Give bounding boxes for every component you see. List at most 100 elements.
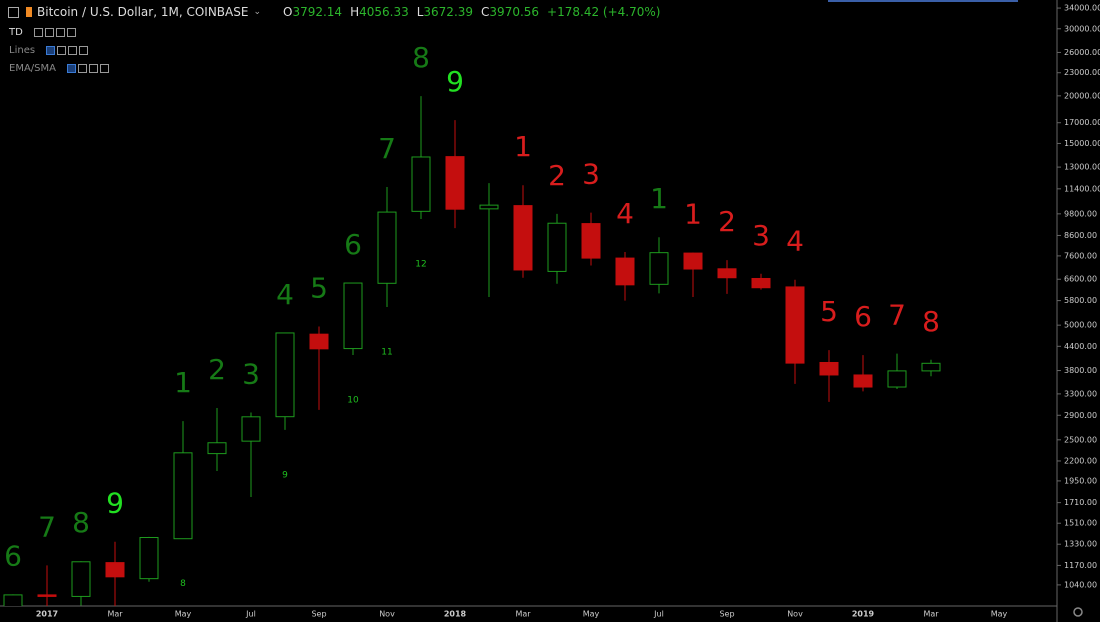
candle-body bbox=[343, 282, 363, 350]
indicator-row: TD bbox=[9, 27, 76, 38]
indicator-name: Lines bbox=[9, 45, 36, 56]
indicator-button[interactable] bbox=[46, 46, 56, 55]
chevron[interactable]: ⌄ bbox=[253, 7, 261, 17]
td-setup-label: 2 bbox=[208, 353, 226, 386]
change: +178.42 (+4.70%) bbox=[547, 5, 661, 19]
indicator-row: Lines bbox=[9, 45, 89, 56]
indicator-button[interactable] bbox=[33, 28, 43, 37]
settings-gear[interactable] bbox=[1073, 607, 1083, 617]
candle-body bbox=[615, 257, 635, 286]
candle-body bbox=[581, 223, 601, 259]
candle-body bbox=[207, 442, 227, 455]
x-tick-label: Mar bbox=[107, 610, 123, 619]
indicator-button[interactable] bbox=[68, 46, 78, 55]
symbol-title[interactable]: Bitcoin / U.S. Dollar, 1M, COINBASE bbox=[37, 5, 249, 19]
y-tick-label: 3300.00 bbox=[1064, 389, 1097, 398]
indicator-button[interactable] bbox=[55, 28, 65, 37]
td-countdown-label: 10 bbox=[347, 395, 359, 405]
td-setup-label: 5 bbox=[310, 271, 328, 304]
td-countdown-label: 11 bbox=[381, 348, 392, 358]
td-countdown-label: 12 bbox=[415, 259, 426, 269]
td-setup-label: 2 bbox=[548, 159, 566, 192]
y-tick-label: 1710.00 bbox=[1064, 498, 1097, 507]
candle-body bbox=[751, 277, 771, 289]
candle-body bbox=[241, 416, 261, 442]
candle-body bbox=[139, 537, 159, 580]
y-tick-label: 11400.00 bbox=[1064, 184, 1100, 193]
indicator-button[interactable] bbox=[44, 28, 54, 37]
candle-body bbox=[649, 252, 669, 285]
td-setup-label: 6 bbox=[4, 539, 22, 572]
ohlc-letter: C bbox=[481, 5, 490, 19]
y-tick-label: 1040.00 bbox=[1064, 580, 1097, 589]
indicator-button[interactable] bbox=[77, 64, 87, 73]
y-tick-label: 1170.00 bbox=[1064, 561, 1097, 570]
y-tick-label: 5000.00 bbox=[1064, 321, 1097, 330]
candle-body bbox=[717, 268, 737, 279]
ohlc-letter: L bbox=[416, 5, 424, 19]
td-setup-label: 9 bbox=[106, 487, 124, 520]
candle-body bbox=[887, 370, 907, 388]
td-setup-label: 2 bbox=[718, 205, 736, 238]
td-setup-label: 1 bbox=[684, 197, 702, 230]
y-tick-label: 1510.00 bbox=[1064, 519, 1097, 528]
x-tick-label: 2018 bbox=[444, 610, 467, 619]
candle-body bbox=[71, 561, 91, 597]
candle-body bbox=[3, 594, 23, 606]
td-setup-label: 8 bbox=[72, 506, 90, 539]
exchange-icon bbox=[26, 7, 32, 17]
x-tick-label: Nov bbox=[787, 610, 803, 619]
td-setup-label: 7 bbox=[888, 299, 906, 332]
indicator-name: EMA/SMA bbox=[9, 63, 56, 74]
ohlc-letter: H bbox=[350, 5, 360, 19]
y-tick-label: 23000.00 bbox=[1064, 68, 1100, 77]
y-tick-label: 1330.00 bbox=[1064, 540, 1097, 549]
candle-body bbox=[853, 374, 873, 388]
td-setup-label: 8 bbox=[922, 305, 940, 338]
candle-body bbox=[275, 332, 295, 418]
ohlc: O 3792.14 H 4056.33 L 3672.39 C 3970.56 bbox=[283, 5, 547, 19]
td-setup-label: 8 bbox=[412, 41, 430, 74]
td-setup-label: 6 bbox=[344, 228, 362, 261]
indicator-button[interactable] bbox=[66, 64, 76, 73]
indicator-row: EMA/SMA bbox=[9, 63, 109, 74]
x-tick-label: Nov bbox=[379, 610, 395, 619]
indicator-button[interactable] bbox=[57, 46, 67, 55]
td-setup-label: 6 bbox=[854, 300, 872, 333]
td-setup-label: 3 bbox=[752, 219, 770, 252]
x-tick-label: May bbox=[583, 610, 600, 619]
candle-body bbox=[377, 211, 397, 284]
collapse-icon[interactable] bbox=[8, 6, 19, 18]
top-bar bbox=[828, 0, 1018, 2]
x-tick-label: 2017 bbox=[36, 610, 58, 619]
x-tick-label: May bbox=[991, 610, 1008, 619]
x-tick-label: Sep bbox=[311, 610, 326, 619]
indicator-button[interactable] bbox=[99, 64, 109, 73]
candle-body bbox=[819, 361, 839, 376]
td-setup-label: 3 bbox=[242, 357, 260, 390]
td-setup-label: 4 bbox=[786, 225, 804, 258]
td-setup-label: 1 bbox=[514, 130, 532, 163]
indicator-button[interactable] bbox=[88, 64, 98, 73]
td-setup-label: 4 bbox=[616, 197, 634, 230]
x-tick-label: Sep bbox=[719, 610, 734, 619]
y-tick-label: 2500.00 bbox=[1064, 435, 1097, 444]
y-tick-label: 4400.00 bbox=[1064, 342, 1097, 351]
td-setup-label: 1 bbox=[174, 366, 192, 399]
x-tick-label: May bbox=[175, 610, 192, 619]
candle-body bbox=[411, 156, 431, 212]
y-tick-label: 26000.00 bbox=[1064, 48, 1100, 57]
indicator-button[interactable] bbox=[79, 46, 89, 55]
indicator-button[interactable] bbox=[66, 28, 76, 37]
candle-body bbox=[309, 333, 329, 350]
candle-body bbox=[921, 362, 941, 372]
td-setup-label: 7 bbox=[38, 510, 56, 543]
td-setup-label: 4 bbox=[276, 278, 294, 311]
x-tick-label: Jul bbox=[653, 610, 664, 619]
y-tick-label: 2200.00 bbox=[1064, 456, 1097, 465]
y-tick-label: 8600.00 bbox=[1064, 231, 1097, 240]
td-countdown-label: 8 bbox=[180, 579, 186, 589]
